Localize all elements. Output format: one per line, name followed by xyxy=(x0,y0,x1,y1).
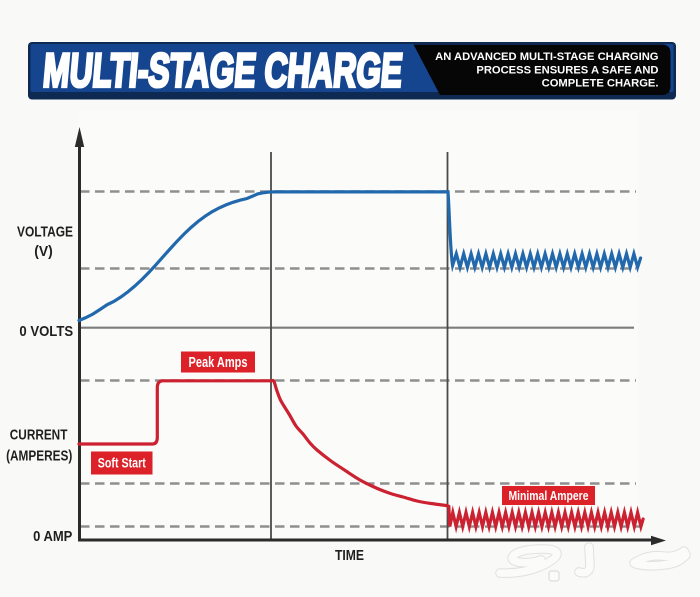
svg-text:(AMPERES): (AMPERES) xyxy=(6,448,72,464)
svg-text:Soft Start: Soft Start xyxy=(98,455,146,471)
svg-text:MULTI-STAGE CHARGE: MULTI-STAGE CHARGE xyxy=(41,45,405,98)
svg-text:Peak Amps: Peak Amps xyxy=(189,354,248,371)
svg-text:COMPLETE CHARGE.: COMPLETE CHARGE. xyxy=(542,77,659,89)
svg-text:0 AMP: 0 AMP xyxy=(33,529,72,545)
svg-text:CURRENT: CURRENT xyxy=(10,428,68,444)
svg-text:Minimal Ampere: Minimal Ampere xyxy=(509,489,589,503)
svg-text:AN ADVANCED MULTI-STAGE CHARGI: AN ADVANCED MULTI-STAGE CHARGING xyxy=(435,51,659,63)
svg-text:TIME: TIME xyxy=(335,548,364,564)
svg-text:VOLTAGE: VOLTAGE xyxy=(17,225,73,241)
svg-text:PROCESS ENSURES A SAFE AND: PROCESS ENSURES A SAFE AND xyxy=(476,64,658,76)
svg-text:0 VOLTS: 0 VOLTS xyxy=(19,324,73,340)
svg-text:(V): (V) xyxy=(34,244,53,260)
